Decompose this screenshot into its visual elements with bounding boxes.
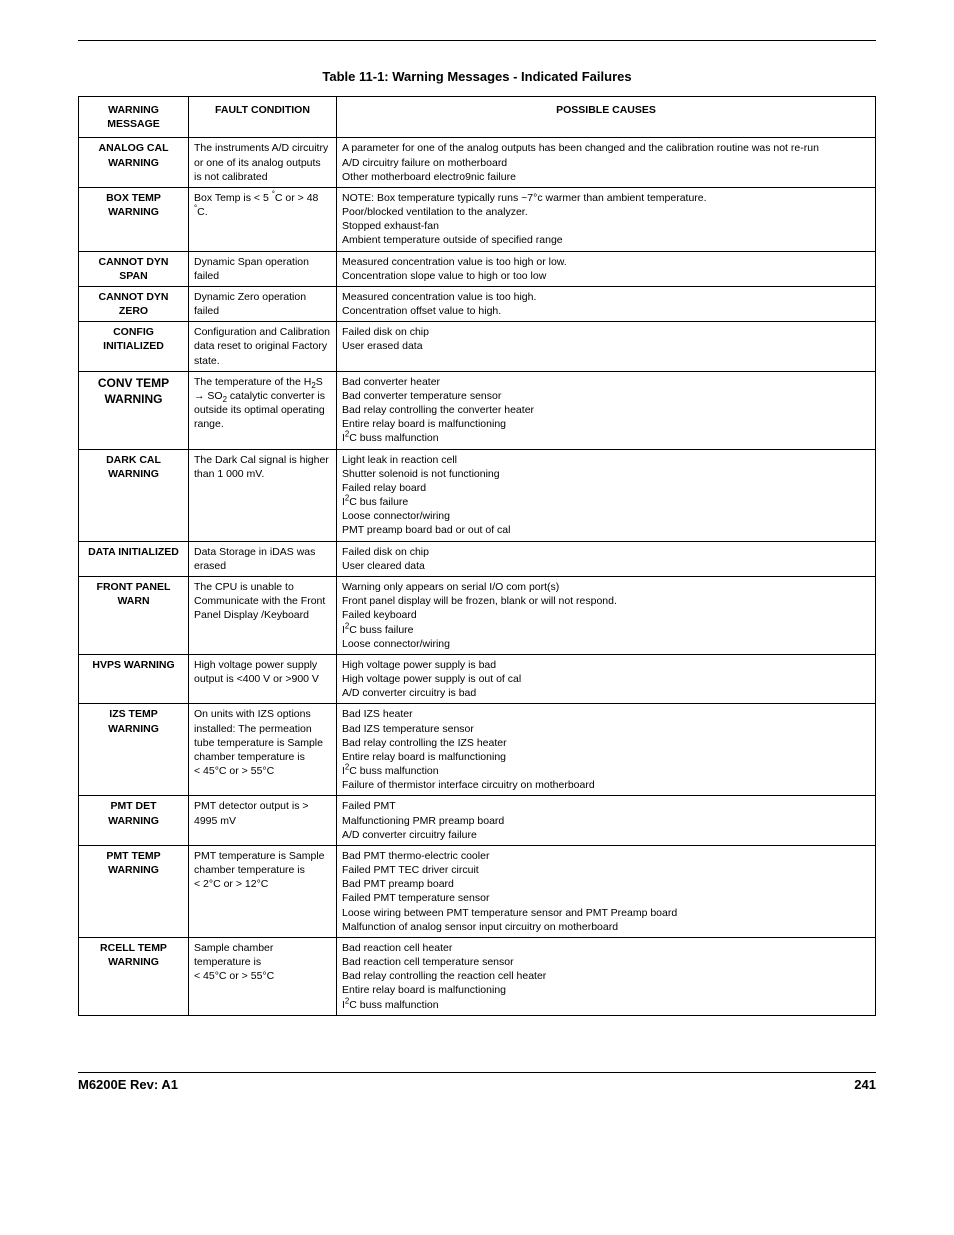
fault-condition-cell: PMT temperature is Sample chamber temper… [189, 845, 337, 937]
warning-message-cell: DATA INITIALIZED [79, 541, 189, 576]
possible-causes-cell: Bad converter heaterBad converter temper… [337, 371, 876, 449]
possible-causes-cell: Failed disk on chipUser erased data [337, 322, 876, 372]
warning-message-cell: PMT DET WARNING [79, 796, 189, 846]
table-row: CONFIG INITIALIZEDConfiguration and Cali… [79, 322, 876, 372]
possible-causes-cell: Failed PMTMalfunctioning PMR preamp boar… [337, 796, 876, 846]
footer-left: M6200E Rev: A1 [78, 1077, 178, 1092]
table-row: CANNOT DYN ZERODynamic Zero operation fa… [79, 286, 876, 321]
warning-message-cell: CANNOT DYN ZERO [79, 286, 189, 321]
table-row: IZS TEMP WARNINGOn units with IZS option… [79, 704, 876, 796]
possible-causes-cell: Bad PMT thermo-electric coolerFailed PMT… [337, 845, 876, 937]
fault-condition-cell: Dynamic Span operation failed [189, 251, 337, 286]
warning-message-cell: ANALOG CAL WARNING [79, 138, 189, 188]
warning-message-cell: IZS TEMP WARNING [79, 704, 189, 796]
possible-causes-cell: Failed disk on chipUser cleared data [337, 541, 876, 576]
warning-message-cell: CANNOT DYN SPAN [79, 251, 189, 286]
table-row: CONV TEMPWARNINGThe temperature of the H… [79, 371, 876, 449]
table-row: DARK CAL WARNINGThe Dark Cal signal is h… [79, 449, 876, 541]
top-rule [78, 40, 876, 41]
table-row: PMT TEMP WARNINGPMT temperature is Sampl… [79, 845, 876, 937]
table-row: RCELL TEMP WARNINGSample chamber tempera… [79, 937, 876, 1015]
col-header-warning: WARNING MESSAGE [79, 97, 189, 138]
possible-causes-cell: Measured concentration value is too high… [337, 251, 876, 286]
table-row: HVPS WARNINGHigh voltage power supply ou… [79, 654, 876, 704]
fault-condition-cell: PMT detector output is > 4995 mV [189, 796, 337, 846]
table-header-row: WARNING MESSAGE FAULT CONDITION POSSIBLE… [79, 97, 876, 138]
col-header-fault: FAULT CONDITION [189, 97, 337, 138]
fault-condition-cell: Dynamic Zero operation failed [189, 286, 337, 321]
warning-message-cell: PMT TEMP WARNING [79, 845, 189, 937]
warning-message-cell: FRONT PANEL WARN [79, 576, 189, 654]
table-row: DATA INITIALIZEDData Storage in iDAS was… [79, 541, 876, 576]
fault-condition-cell: The CPU is unable to Communicate with th… [189, 576, 337, 654]
fault-condition-cell: The temperature of the H2S → SO2 catalyt… [189, 371, 337, 449]
warning-message-cell: CONV TEMPWARNING [79, 371, 189, 449]
warning-message-cell: RCELL TEMP WARNING [79, 937, 189, 1015]
table-row: CANNOT DYN SPANDynamic Span operation fa… [79, 251, 876, 286]
possible-causes-cell: Warning only appears on serial I/O com p… [337, 576, 876, 654]
possible-causes-cell: A parameter for one of the analog output… [337, 138, 876, 188]
warning-message-cell: DARK CAL WARNING [79, 449, 189, 541]
table-row: BOX TEMP WARNINGBox Temp is < 5 °C or > … [79, 187, 876, 251]
table-title: Table 11-1: Warning Messages - Indicated… [78, 69, 876, 84]
fault-condition-cell: Sample chamber temperature is< 45°C or >… [189, 937, 337, 1015]
page-footer: M6200E Rev: A1 241 [78, 1072, 876, 1092]
warning-message-cell: BOX TEMP WARNING [79, 187, 189, 251]
possible-causes-cell: Measured concentration value is too high… [337, 286, 876, 321]
footer-right: 241 [854, 1077, 876, 1092]
fault-condition-cell: The Dark Cal signal is higher than 1 000… [189, 449, 337, 541]
table-row: FRONT PANEL WARNThe CPU is unable to Com… [79, 576, 876, 654]
fault-condition-cell: High voltage power supply output is <400… [189, 654, 337, 704]
table-row: PMT DET WARNINGPMT detector output is > … [79, 796, 876, 846]
possible-causes-cell: Light leak in reaction cellShutter solen… [337, 449, 876, 541]
fault-condition-cell: Data Storage in iDAS was erased [189, 541, 337, 576]
warning-table: WARNING MESSAGE FAULT CONDITION POSSIBLE… [78, 96, 876, 1016]
possible-causes-cell: Bad reaction cell heaterBad reaction cel… [337, 937, 876, 1015]
fault-condition-cell: On units with IZS options installed: The… [189, 704, 337, 796]
col-header-causes: POSSIBLE CAUSES [337, 97, 876, 138]
fault-condition-cell: Box Temp is < 5 °C or > 48 °C. [189, 187, 337, 251]
warning-message-cell: HVPS WARNING [79, 654, 189, 704]
possible-causes-cell: NOTE: Box temperature typically runs ~7°… [337, 187, 876, 251]
fault-condition-cell: Configuration and Calibration data reset… [189, 322, 337, 372]
possible-causes-cell: Bad IZS heaterBad IZS temperature sensor… [337, 704, 876, 796]
possible-causes-cell: High voltage power supply is badHigh vol… [337, 654, 876, 704]
warning-message-cell: CONFIG INITIALIZED [79, 322, 189, 372]
fault-condition-cell: The instruments A/D circuitry or one of … [189, 138, 337, 188]
table-row: ANALOG CAL WARNINGThe instruments A/D ci… [79, 138, 876, 188]
